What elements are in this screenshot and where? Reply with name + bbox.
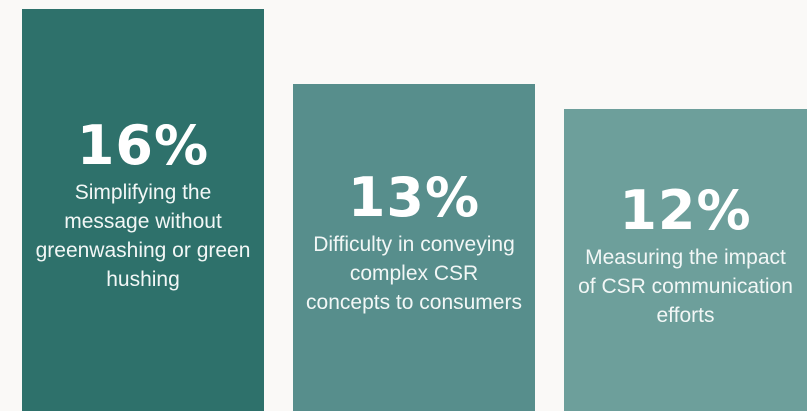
bar-measuring-impact: 12% Measuring the impact of CSR communic… bbox=[564, 109, 807, 411]
bar-value-label: 13% bbox=[347, 166, 481, 229]
bar-value-label: 12% bbox=[619, 178, 752, 242]
bar-category-label: Measuring the impact of CSR communicatio… bbox=[578, 245, 793, 327]
bar-category-label: Difficulty in conveying complex CSR conc… bbox=[306, 233, 522, 314]
bar-conveying-concepts: 13% Difficulty in conveying complex CSR … bbox=[293, 84, 535, 411]
bar-category-label: Simplifying the message without greenwas… bbox=[35, 181, 251, 291]
bar-simplifying-message: 16% Simplifying the message without gree… bbox=[22, 9, 264, 411]
bar-value-label: 16% bbox=[76, 114, 210, 177]
